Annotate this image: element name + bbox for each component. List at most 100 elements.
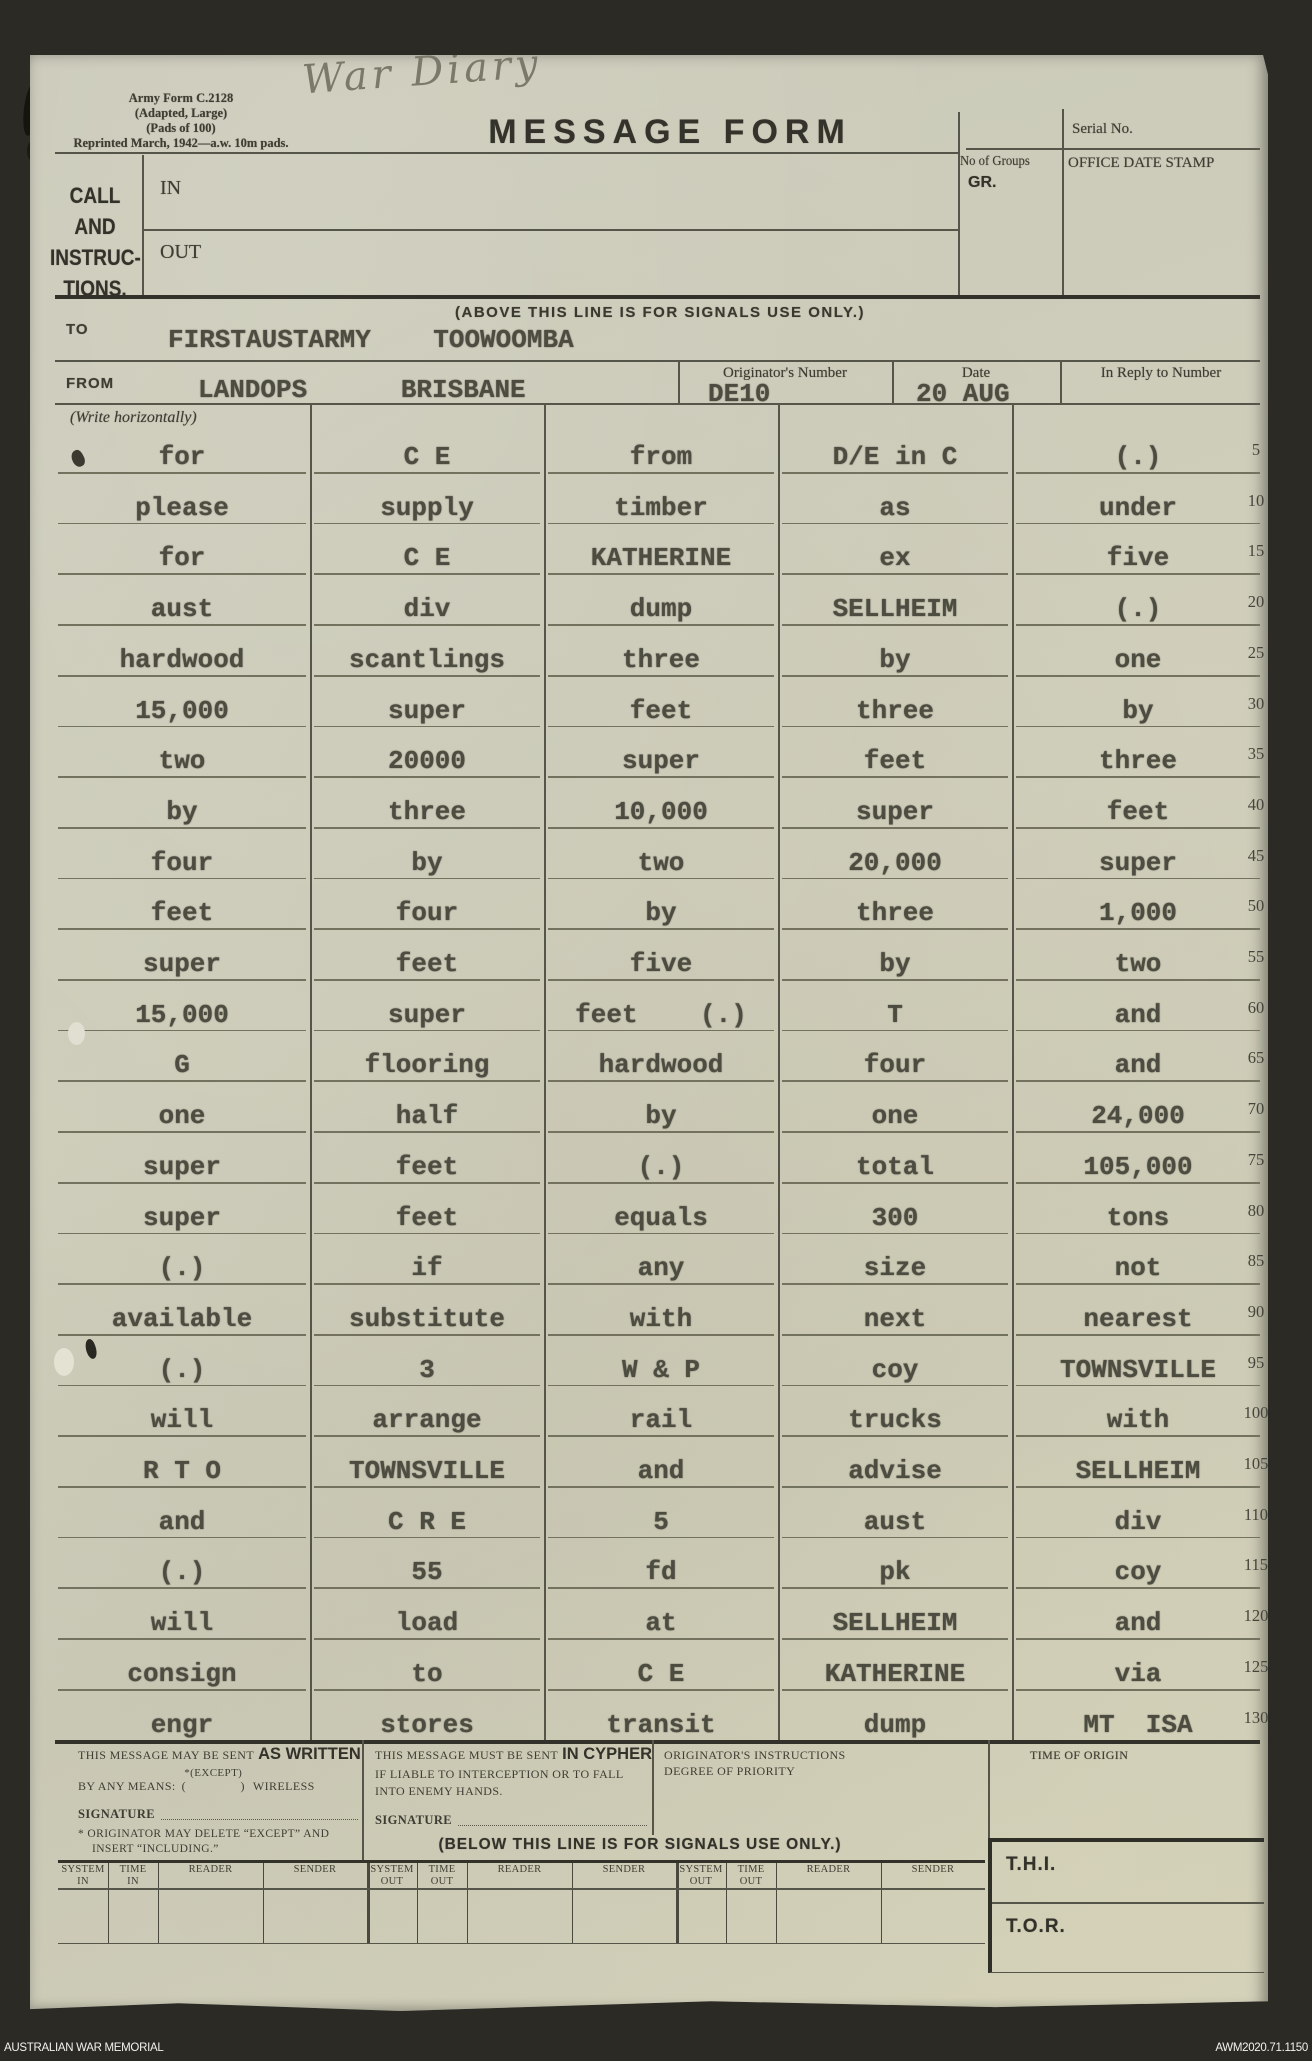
message-cell: and [1114, 1050, 1162, 1081]
message-cell: G [174, 1050, 190, 1081]
signals-header-line: OUT [430, 1875, 454, 1887]
column-divider [310, 403, 312, 1740]
signals-column-header: READER [776, 1864, 881, 1876]
message-cell: coy [871, 1354, 919, 1385]
message-cell-underline [548, 725, 774, 728]
message-cell-underline [548, 1384, 774, 1387]
message-cell-underline [782, 1486, 1008, 1488]
message-cell-underline [782, 1536, 1008, 1539]
message-cell-underline [782, 725, 1008, 728]
message-cell: as [879, 492, 911, 523]
message-cell: timber [614, 492, 708, 523]
signals-header-line: IN [77, 1875, 89, 1887]
message-cell: and [158, 1506, 206, 1537]
message-cell-underline [548, 1232, 774, 1235]
message-cell-underline [1016, 1688, 1260, 1691]
message-cell: 20000 [387, 746, 466, 777]
above-line-note: (ABOVE THIS LINE IS FOR SIGNALS USE ONLY… [455, 304, 865, 321]
message-cell-underline [314, 624, 540, 626]
message-cell: (.) [1114, 442, 1162, 472]
form-info: Army Form C.2128 (Adapted, Large) (Pads … [58, 91, 304, 151]
message-cell-underline [1016, 674, 1260, 677]
as-written-text: THIS MESSAGE MAY BE SENT [78, 1748, 255, 1762]
message-cell: by [411, 847, 443, 878]
message-cell-underline [782, 1587, 1008, 1590]
message-cell-underline [58, 1536, 306, 1539]
message-cell-underline [782, 522, 1008, 525]
message-cell-underline [782, 674, 1008, 677]
message-cell-underline [314, 674, 540, 677]
message-cell: super [142, 1151, 221, 1182]
message-cell: R T O [142, 1456, 221, 1486]
message-cell-underline [58, 1181, 306, 1184]
message-cell: one [871, 1101, 919, 1132]
message-cell-underline [1016, 1587, 1260, 1590]
message-cell-underline [314, 522, 540, 525]
message-cell: SELLHEIM [832, 594, 958, 625]
message-cell: super [387, 999, 466, 1030]
message-cell: super [855, 796, 934, 827]
message-cell-underline [314, 1232, 540, 1235]
message-cell: by [166, 796, 198, 827]
message-cell-underline [314, 1080, 540, 1083]
signals-column-header: SYSTEM OUT [367, 1864, 417, 1887]
message-cell: C E [403, 442, 451, 472]
message-cell: feet [1106, 796, 1170, 827]
message-cell-underline [314, 1536, 540, 1539]
by-any-means-text: BY ANY MEANS: [78, 1779, 176, 1793]
message-cell: (.) [158, 1253, 206, 1284]
message-cell: engr [150, 1709, 214, 1740]
from-value: LANDOPS BRISBANE [198, 375, 526, 405]
message-cell: via [1114, 1658, 1162, 1689]
message-cell: (.) [637, 1151, 685, 1182]
message-cell-underline [782, 573, 1008, 576]
message-cell-underline [58, 573, 306, 576]
serial-no-label: Serial No. [1072, 121, 1133, 137]
message-cell: KATHERINE [824, 1658, 966, 1689]
message-cell: 15,000 [135, 999, 229, 1030]
signals-header-line: SENDER [602, 1864, 646, 1875]
signals-column-divider [572, 1860, 574, 1943]
message-cell: (.) [158, 1354, 206, 1385]
message-cell-underline [782, 472, 1008, 474]
header-divider [958, 112, 960, 298]
signals-column-header: SYSTEM IN [58, 1864, 108, 1887]
message-cell: two [1114, 949, 1162, 979]
message-cell-underline [548, 1486, 774, 1488]
row-number: 120 [1243, 1606, 1269, 1626]
message-cell: half [395, 1101, 459, 1132]
call-line: CALL [69, 184, 121, 209]
to-label: TO [66, 321, 89, 338]
message-cell: MT ISA [1083, 1709, 1193, 1740]
message-cell: five [1106, 543, 1170, 574]
signals-header-line: READER [497, 1864, 542, 1875]
message-cell-underline [1016, 522, 1260, 525]
message-cell: advise [848, 1456, 942, 1486]
row-number: 75 [1247, 1149, 1265, 1169]
paper-tear [68, 1022, 85, 1045]
message-cell: not [1114, 1253, 1162, 1284]
message-cell: D/E in C [832, 442, 958, 472]
message-cell: available [111, 1303, 253, 1334]
message-cell: equals [614, 1202, 708, 1233]
signals-column-header: SENDER [881, 1864, 985, 1876]
message-cell-underline [314, 776, 540, 778]
row-number: 115 [1243, 1555, 1269, 1575]
message-cell: stores [380, 1709, 474, 1740]
message-cell: scantlings [348, 644, 506, 675]
message-cell-underline [548, 877, 774, 880]
message-cell: 10,000 [614, 796, 708, 827]
signals-column-divider [158, 1860, 160, 1943]
message-cell-underline [548, 1638, 774, 1640]
form-title: MESSAGE FORM [488, 113, 852, 151]
from-rule [55, 403, 1260, 405]
message-cell-underline [1016, 573, 1260, 576]
message-cell: div [403, 594, 451, 625]
column-divider [1012, 403, 1014, 1740]
signals-column-divider [417, 1860, 419, 1943]
signals-column-divider [776, 1860, 778, 1943]
to-value: FIRSTAUSTARMY TOOWOOMBA [168, 325, 574, 355]
office-date-stamp-label: OFFICE DATE STAMP [1068, 155, 1215, 171]
signals-separator-rule [55, 295, 1260, 299]
